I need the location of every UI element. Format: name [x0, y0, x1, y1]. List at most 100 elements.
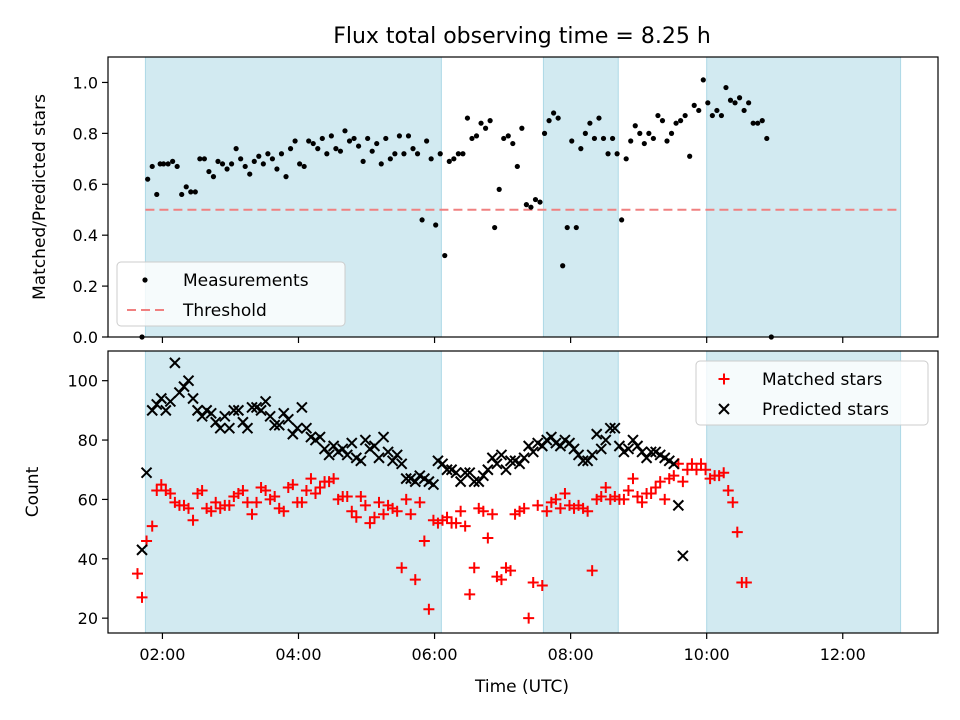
measurement-point	[188, 189, 194, 195]
predicted-star-marker	[140, 466, 153, 479]
measurement-point	[501, 135, 507, 142]
measurement-point	[315, 146, 321, 152]
measurement-point	[437, 151, 443, 157]
measurement-point	[260, 161, 266, 167]
y-tick-label: 20	[78, 609, 98, 628]
measurement-point	[469, 135, 475, 142]
measurement-point	[496, 186, 502, 192]
predicted-star-marker	[155, 392, 167, 405]
matched-star-marker	[659, 493, 671, 505]
measurement-point	[487, 118, 493, 124]
measurement-point	[641, 140, 647, 147]
measurement-point	[192, 189, 198, 195]
measurement-point	[160, 161, 167, 167]
measurement-point	[591, 135, 598, 142]
measurement-point	[414, 151, 421, 157]
shaded-interval-2	[542, 56, 619, 338]
matched-star-marker	[695, 458, 707, 470]
measurement-point	[337, 148, 344, 154]
matched-star-marker	[727, 496, 739, 508]
matched-star-marker	[164, 487, 176, 499]
measurement-point	[528, 204, 534, 210]
matched-star-marker	[645, 487, 657, 499]
matched-star-markers	[131, 458, 752, 624]
matched-star-marker	[450, 517, 462, 529]
predicted-star-marker	[454, 475, 467, 488]
predicted-star-marker	[359, 434, 372, 446]
measurement-point	[424, 138, 430, 144]
measurement-point	[464, 115, 471, 121]
matched-star-marker	[582, 505, 594, 517]
predicted-star-marker	[214, 422, 226, 434]
predicted-star-marker	[382, 446, 394, 458]
matched-star-marker	[364, 517, 376, 529]
matched-star-marker	[237, 485, 249, 497]
matched-star-marker	[278, 505, 290, 517]
measurement-point	[292, 138, 298, 144]
measurement-point	[546, 118, 552, 124]
matched-star-marker	[305, 473, 317, 485]
measurement-point	[265, 151, 271, 157]
matched-star-marker	[632, 490, 644, 502]
predicted-star-marker	[459, 466, 471, 479]
measurement-point	[378, 161, 384, 167]
predicted-star-marker	[205, 407, 217, 420]
measurement-point	[664, 138, 670, 144]
matched-star-marker	[146, 520, 158, 532]
matched-star-marker	[350, 511, 362, 523]
matched-star-marker	[187, 514, 199, 526]
measurement-point	[451, 156, 457, 162]
legend-matched-swatch	[718, 373, 730, 385]
predicted-star-marker	[482, 464, 494, 476]
predicted-star-marker	[273, 419, 285, 431]
count-x-ticks: 02:00 04:00 06:00 08:00 10:00 12:00	[139, 633, 866, 664]
y-tick-label: 1.0	[73, 73, 98, 92]
predicted-star-marker	[395, 458, 408, 470]
measurement-point	[541, 130, 548, 136]
count-y-axis-label: Count	[23, 466, 43, 517]
matched-star-marker	[378, 508, 390, 520]
matched-star-marker	[740, 577, 752, 589]
measurement-point	[333, 146, 339, 152]
legend-box	[116, 261, 346, 327]
measurement-point	[274, 166, 280, 172]
predicted-star-marker	[400, 472, 412, 485]
matched-star-marker	[677, 476, 689, 488]
predicted-star-marker	[441, 464, 453, 476]
ratio-x-ticks	[161, 337, 844, 343]
matched-star-marker	[718, 467, 730, 479]
predicted-star-marker	[518, 452, 530, 464]
predicted-star-marker	[296, 401, 308, 414]
matched-star-marker	[223, 499, 235, 511]
measurement-point	[619, 217, 625, 223]
measurement-point	[215, 158, 221, 164]
measurement-point	[564, 224, 570, 231]
shaded-interval-1	[144, 350, 442, 634]
y-tick-label: 0.2	[73, 277, 98, 296]
matched-star-marker	[586, 565, 598, 577]
predicted-star-marker	[373, 452, 385, 464]
measurement-point	[206, 168, 212, 175]
measurement-point	[360, 158, 366, 164]
predicted-star-marker	[450, 466, 462, 479]
matched-star-marker	[287, 479, 299, 491]
matched-star-marker	[650, 482, 662, 494]
matched-star-marker	[251, 496, 263, 508]
predicted-star-marker	[577, 455, 589, 467]
measurement-point	[183, 184, 189, 190]
measurement-point	[560, 263, 566, 269]
matched-star-marker	[559, 487, 571, 499]
measurement-point	[482, 125, 489, 131]
x-tick-label: 10:00	[684, 645, 730, 664]
legend-label: Measurements	[183, 271, 309, 291]
matched-star-marker	[700, 464, 712, 476]
measurement-point	[705, 100, 711, 106]
measurement-point	[600, 135, 607, 142]
predicted-star-marker	[228, 404, 240, 417]
predicted-star-marker	[491, 458, 503, 470]
measurement-point	[623, 156, 629, 162]
measurement-point	[514, 163, 520, 170]
y-tick-label: 80	[78, 431, 98, 450]
measurement-point	[632, 123, 638, 129]
measurement-point	[179, 191, 185, 198]
